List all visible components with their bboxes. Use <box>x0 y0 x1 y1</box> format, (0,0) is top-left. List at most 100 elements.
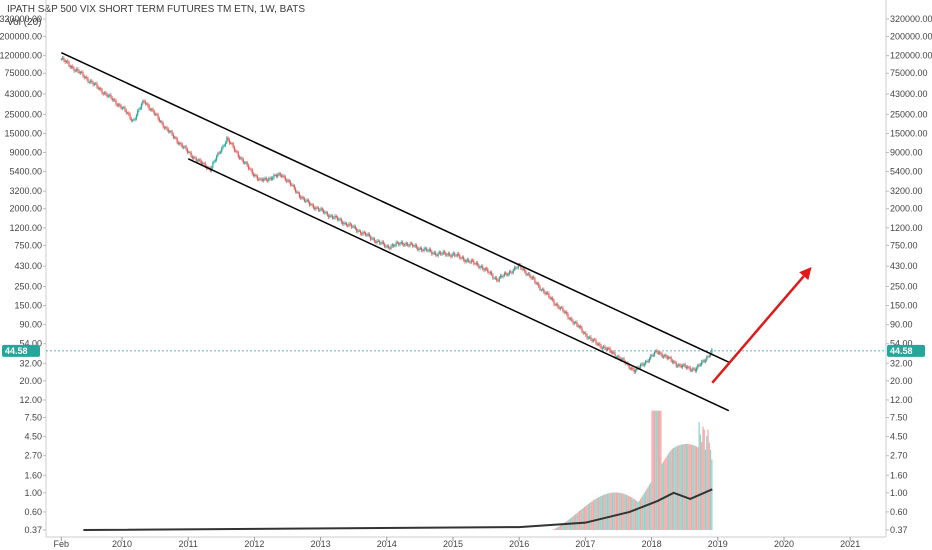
candle-body <box>158 118 160 122</box>
candle-body <box>344 222 346 224</box>
volume-bar <box>664 459 666 530</box>
candle-body <box>247 165 250 169</box>
price-tick-label-right: 7.50 <box>890 413 908 423</box>
volume-bar <box>614 492 616 530</box>
candle-body <box>508 271 511 274</box>
candle-body <box>308 202 311 206</box>
candle-body <box>385 246 387 248</box>
volume-bar <box>655 410 657 530</box>
candle-body <box>175 137 177 139</box>
candle-body <box>586 335 588 339</box>
candle-body <box>249 168 251 170</box>
candle-body <box>222 145 224 148</box>
volume-bar <box>622 493 624 530</box>
volume-indicator-label: Vol (20) <box>7 17 42 28</box>
candle-body <box>301 197 303 199</box>
candle-body <box>405 243 407 245</box>
candle-body <box>674 361 676 363</box>
candle-body <box>68 62 70 66</box>
candle-body <box>469 261 471 263</box>
candle-body <box>622 358 624 360</box>
candle-body <box>238 156 241 159</box>
candle-body <box>78 71 80 74</box>
price-tick-label-right: 9000.00 <box>890 147 923 157</box>
chart-title: IPATH S&P 500 VIX SHORT TERM FUTURES TM … <box>7 4 306 15</box>
volume-bar <box>646 488 648 530</box>
candle-body <box>449 253 451 256</box>
candle-body <box>629 368 631 370</box>
candle-body <box>120 105 122 109</box>
candle-body <box>185 146 187 150</box>
candle-body <box>447 253 449 255</box>
candle-body <box>61 57 64 59</box>
candle-body <box>294 188 297 193</box>
candle-body <box>606 348 609 350</box>
candle-body <box>223 145 225 147</box>
candle-body <box>647 361 649 362</box>
volume-bar <box>704 449 707 530</box>
candle-body <box>303 198 306 202</box>
candle-body <box>567 314 569 319</box>
channel-upper-line[interactable] <box>61 51 730 363</box>
candle-body <box>166 127 168 130</box>
candle-body <box>219 152 222 153</box>
candle-body <box>92 82 94 85</box>
projection-arrow[interactable] <box>711 267 812 384</box>
candle-body <box>129 114 131 119</box>
volume-bar <box>659 410 661 530</box>
price-tick-label-right: 1.00 <box>890 488 908 498</box>
candle-body <box>272 178 274 180</box>
candle-body <box>387 245 390 248</box>
candle-body <box>161 121 163 124</box>
candle-body <box>681 365 684 368</box>
candle-body <box>107 95 110 97</box>
candle-body <box>409 243 411 246</box>
volume-bar <box>618 492 620 530</box>
price-tick-label-right: 250.00 <box>890 281 918 291</box>
channel-lower-line[interactable] <box>187 158 730 412</box>
volume-bar <box>633 499 635 530</box>
candle-body <box>195 158 197 162</box>
candle-body <box>361 233 363 235</box>
candle-body <box>336 217 339 220</box>
price-tick-label-right: 12.00 <box>890 395 913 405</box>
candle-body <box>95 83 97 85</box>
candle-body <box>660 352 662 355</box>
candle-body <box>623 358 625 362</box>
candle-body <box>676 365 679 367</box>
candle-body <box>269 177 271 179</box>
price-tick-label-right: 430.00 <box>890 261 918 271</box>
candle-body <box>406 243 409 246</box>
candle-body <box>392 244 395 247</box>
candle-body <box>552 298 554 301</box>
volume-bar <box>596 497 598 530</box>
candle-body <box>373 238 376 242</box>
volume-bar <box>591 501 593 530</box>
volume-bar <box>583 506 586 530</box>
volume-bar <box>651 410 653 530</box>
time-tick-label: 2015 <box>443 539 463 549</box>
candle-body <box>473 260 475 264</box>
time-tick-label: 2013 <box>311 539 331 549</box>
candle-body <box>547 292 549 294</box>
price-tick-label-right: 2000.00 <box>890 204 923 214</box>
volume-bar <box>643 492 645 530</box>
candle-body <box>522 268 525 270</box>
volume-bar <box>564 522 567 530</box>
candle-body <box>396 242 399 244</box>
candle-body <box>636 367 638 371</box>
candle-body <box>452 253 455 255</box>
candle-body <box>189 151 191 153</box>
candle-body <box>664 354 666 357</box>
time-tick-label: 2021 <box>840 539 860 549</box>
candle-body <box>370 236 372 240</box>
volume-bar <box>611 492 614 530</box>
candle-body <box>194 157 196 159</box>
right-price-axis: 320000.00 200000.00 120000.00 75000.00 43000… <box>886 14 932 535</box>
candle-body <box>291 184 293 186</box>
price-tick-label-left: 1.60 <box>24 470 42 480</box>
price-tick-label-left: 320000.00 <box>0 14 42 24</box>
price-tick-label-left: 0.37 <box>24 525 42 535</box>
price-tick-label-right: 1200.00 <box>890 223 923 233</box>
